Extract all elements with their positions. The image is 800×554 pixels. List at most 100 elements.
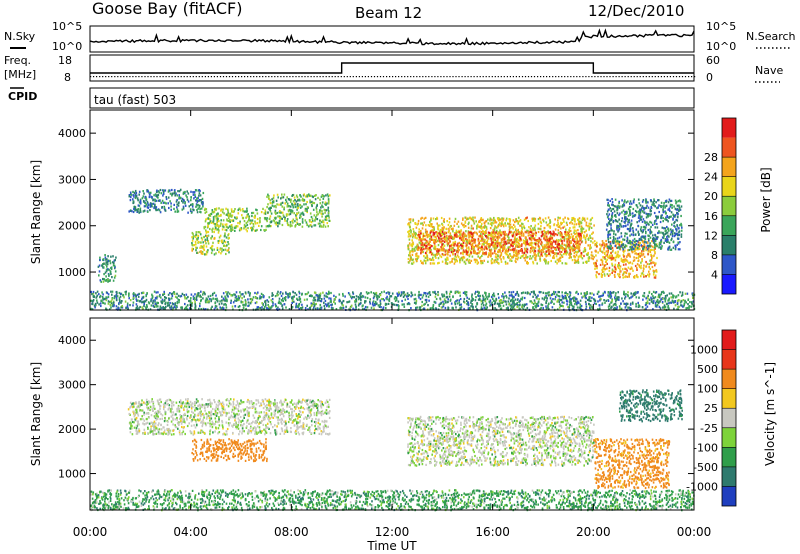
power-echo-cell	[514, 254, 516, 257]
power-echo-cell	[540, 220, 542, 223]
power-echo-cell	[190, 203, 192, 206]
power-echo-cell	[598, 295, 600, 298]
power-echo-cell	[339, 307, 341, 310]
power-echo-cell	[432, 226, 435, 229]
power-echo-cell	[429, 238, 431, 241]
power-echo-cell	[446, 242, 449, 245]
power-echo-cell	[529, 300, 531, 303]
power-echo-cell	[107, 295, 110, 299]
power-echo-cell	[664, 297, 667, 300]
power-echo-cell	[256, 228, 258, 232]
power-echo-cell	[491, 261, 494, 264]
power-echo-cell	[542, 291, 545, 294]
power-echo-cell	[516, 244, 519, 247]
power-echo-cell	[597, 290, 600, 293]
power-echo-cell	[326, 222, 329, 225]
power-echo-cell	[459, 233, 461, 236]
power-echo-cell	[132, 198, 134, 201]
power-echo-cell	[314, 299, 317, 302]
power-echo-cell	[242, 216, 245, 220]
power-echo-cell	[502, 237, 505, 240]
nave-dot	[413, 76, 415, 78]
power-echo-cell	[135, 195, 138, 198]
power-echo-cell	[441, 227, 444, 230]
power-echo-cell	[338, 299, 340, 302]
power-echo-cell	[92, 299, 95, 302]
power-echo-cell	[238, 297, 241, 300]
power-echo-cell	[528, 242, 531, 245]
power-echo-cell	[389, 295, 392, 298]
power-echo-cell	[214, 223, 216, 226]
power-echo-cell	[245, 210, 248, 213]
nave-dot	[343, 76, 345, 78]
power-echo-cell	[185, 293, 188, 296]
power-echo-cell	[588, 256, 591, 259]
power-echo-cell	[424, 256, 427, 259]
power-echo-cell	[484, 233, 486, 237]
power-echo-cell	[222, 208, 224, 211]
power-echo-cell	[462, 291, 465, 294]
power-echo-cell	[330, 297, 332, 300]
power-echo-cell	[663, 297, 666, 300]
power-echo-cell	[168, 206, 170, 210]
power-echo-cell	[515, 243, 517, 246]
power-echo-cell	[472, 307, 474, 310]
power-echo-cell	[181, 197, 184, 200]
power-echo-cell	[440, 241, 442, 244]
nave-dot	[105, 76, 107, 78]
power-echo-cell	[201, 250, 204, 254]
power-echo-cell	[487, 235, 489, 238]
power-echo-cell	[532, 302, 535, 305]
power-echo-cell	[461, 247, 464, 250]
power-echo-cell	[227, 210, 229, 213]
power-echo-cell	[235, 226, 237, 229]
power-echo-cell	[545, 301, 547, 305]
power-echo-cell	[223, 298, 225, 301]
power-echo-cell	[500, 260, 503, 263]
power-echo-cell	[612, 291, 614, 294]
power-echo-cell	[416, 252, 418, 255]
power-echo-cell	[487, 255, 489, 258]
power-echo-cell	[507, 233, 510, 236]
date-title: 12/Dec/2010	[588, 2, 684, 20]
power-echo-cell	[588, 298, 590, 301]
power-echo-cell	[571, 236, 574, 239]
power-echo-cell	[105, 258, 107, 261]
power-echo-cell	[198, 307, 200, 310]
power-echo-cell	[205, 298, 208, 301]
power-echo-cell	[415, 255, 417, 258]
power-echo-cell	[317, 196, 319, 199]
power-echo-cell	[659, 294, 661, 297]
power-echo-cell	[215, 294, 217, 297]
power-echo-cell	[424, 228, 427, 231]
power-echo-cell	[440, 232, 442, 235]
power-echo-cell	[580, 222, 583, 225]
power-echo-cell	[281, 201, 284, 204]
power-echo-cell	[232, 219, 235, 222]
power-echo-cell	[507, 222, 509, 225]
power-echo-cell	[295, 304, 297, 307]
power-echo-cell	[571, 297, 574, 300]
power-echo-cell	[240, 301, 243, 304]
power-echo-cell	[661, 300, 664, 304]
power-echo-cell	[375, 291, 378, 295]
power-echo-cell	[499, 218, 501, 221]
nave-dot	[99, 76, 101, 78]
power-echo-cell	[107, 293, 110, 296]
power-echo-cell	[470, 227, 473, 230]
power-echo-cell	[426, 236, 429, 239]
freq-unit-label: [MHz]	[4, 68, 36, 81]
power-echo-cell	[385, 292, 388, 295]
power-echo-cell	[312, 299, 315, 302]
power-echo-cell	[113, 261, 115, 265]
power-echo-cell	[109, 301, 111, 304]
power-echo-cell	[580, 230, 582, 233]
power-echo-cell	[328, 297, 330, 300]
power-echo-cell	[517, 256, 519, 259]
power-echo-cell	[293, 212, 295, 215]
power-echo-cell	[444, 299, 446, 302]
power-echo-cell	[272, 199, 275, 202]
power-echo-cell	[449, 261, 452, 264]
power-echo-cell	[413, 298, 416, 301]
power-echo-cell	[189, 209, 192, 213]
